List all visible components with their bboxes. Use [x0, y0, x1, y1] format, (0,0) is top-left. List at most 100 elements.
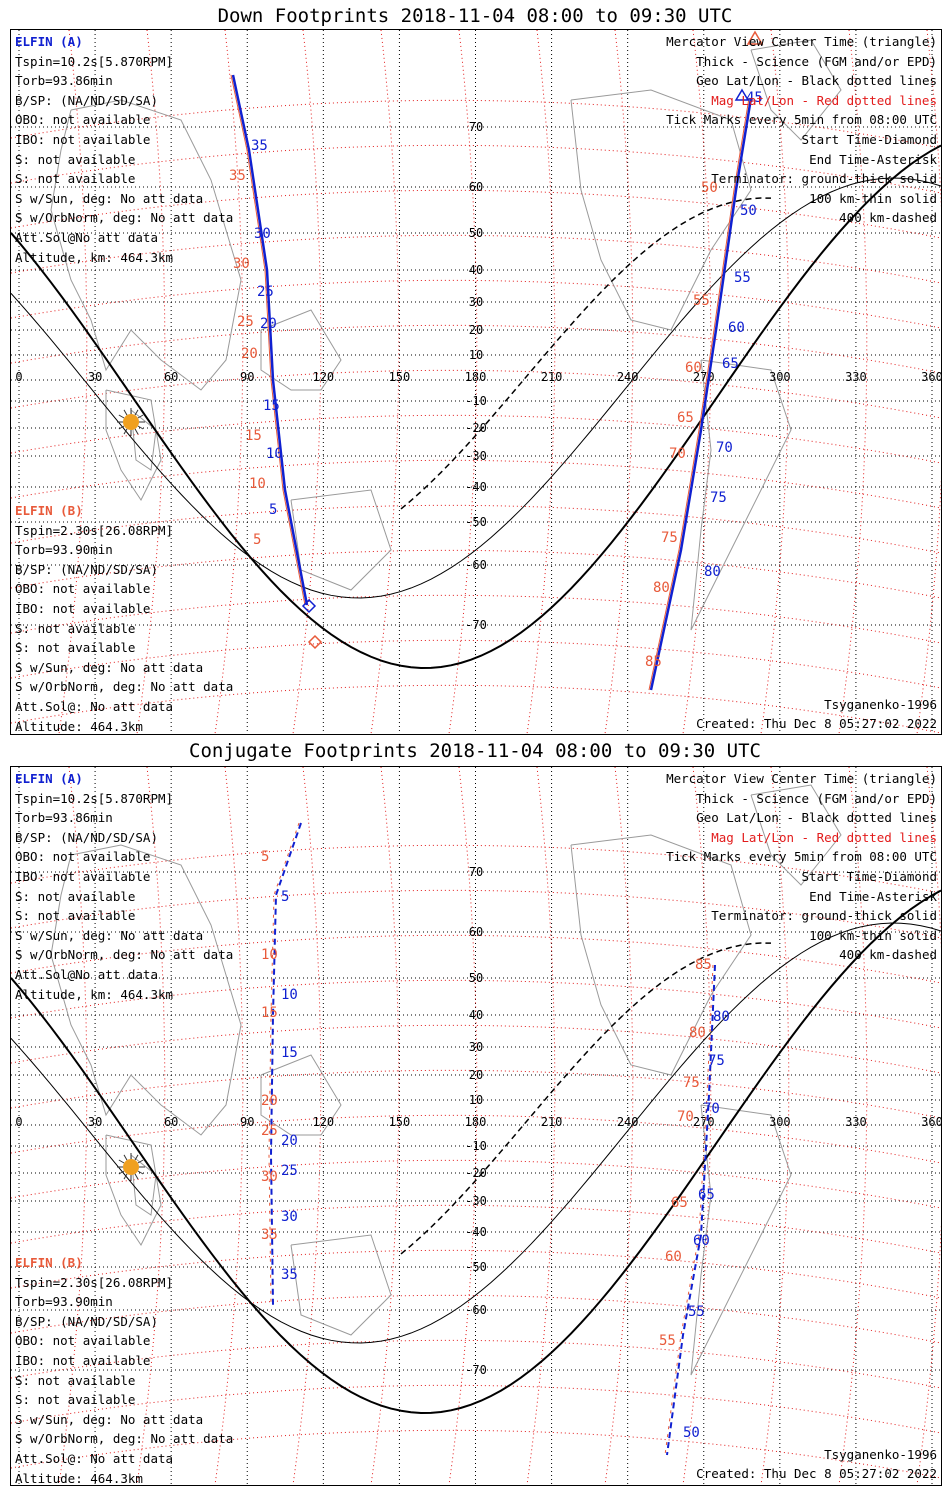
- elfin-a-tick-label: 5: [269, 502, 277, 518]
- elfin-a-tick-label: 70: [716, 440, 733, 456]
- mag-parallel: [11, 1114, 941, 1164]
- start-diamond-b: [307, 634, 323, 650]
- lat-tick-label: -40: [465, 480, 487, 494]
- elfin-a-tick-label: 70: [703, 1101, 720, 1117]
- terminator-400km: [400, 197, 772, 510]
- lat-tick-label: 60: [469, 925, 483, 939]
- coastline: [290, 1234, 392, 1336]
- lat-tick-label: 20: [469, 323, 483, 337]
- info-line: B/SP: (NA/ND/SD/SA): [15, 92, 158, 108]
- lon-tick-label: 300: [769, 1115, 791, 1129]
- info-line: S: not available: [15, 171, 136, 187]
- elfin-b-tick-label: 80: [689, 1025, 706, 1041]
- elfin-b-track-west: [230, 74, 306, 606]
- elfin-a-tick-label: 15: [263, 398, 280, 414]
- elfin-b-tick-label: 80: [653, 580, 670, 596]
- legend: Mercator View Center Time (triangle) Thi…: [666, 32, 937, 228]
- info-line: IBO: not available: [15, 600, 151, 616]
- elfin-a-tick-label: 75: [708, 1053, 725, 1069]
- mag-parallel: [11, 504, 941, 554]
- legend-line: 100 km-thin solid: [809, 927, 937, 943]
- mag-meridian: [214, 30, 244, 734]
- info-line: Torb=93.86min: [15, 73, 113, 89]
- lon-tick-label: 330: [845, 370, 867, 384]
- satellite-b-info: ELFIN (B) Tspin=2.30s[26.08RPM] Torb=93.…: [15, 501, 233, 734]
- terminator-ground: [11, 889, 941, 1414]
- lat-tick-label: -10: [465, 394, 487, 408]
- info-line: S w/Sun, deg: No att data: [15, 1411, 204, 1427]
- elfin-b-tick-label: 65: [677, 410, 694, 426]
- satellite-b-info: ELFIN (B) Tspin=2.30s[26.08RPM] Torb=93.…: [15, 1253, 233, 1485]
- created-label: Created: Thu Dec 8 05:27:02 2022: [696, 1466, 937, 1481]
- lat-tick-label: 60: [469, 180, 483, 194]
- satellite-b-name: ELFIN (B): [15, 1255, 83, 1270]
- info-line: OBO: not available: [15, 849, 151, 865]
- lon-tick-label: 90: [240, 370, 254, 384]
- lat-tick-label: -10: [465, 1139, 487, 1153]
- mag-meridian: [682, 30, 712, 734]
- lat-tick-label: 10: [469, 1093, 483, 1107]
- elfin-a-track-east: [649, 97, 753, 691]
- mag-parallel: [11, 1024, 941, 1074]
- lon-tick-label: 210: [541, 1115, 563, 1129]
- coastline: [130, 409, 157, 471]
- coastline: [105, 1134, 162, 1246]
- lat-tick-label: 30: [469, 1040, 483, 1054]
- elfin-a-tick-label: 5: [281, 889, 289, 905]
- info-line: B/SP: (NA/ND/SD/SA): [15, 1313, 158, 1329]
- lat-tick-label: 70: [469, 120, 483, 134]
- elfin-b-tick-label: 30: [261, 1169, 278, 1185]
- elfin-b-tick-label: 5: [253, 532, 261, 548]
- elfin-b-tick-label: 30: [233, 256, 250, 272]
- elfin-b-tick-label: 60: [685, 360, 702, 376]
- elfin-b-tick-label: 10: [261, 947, 278, 963]
- elfin-b-tick-label: 25: [237, 314, 254, 330]
- elfin-a-tick-label: 30: [281, 1209, 298, 1225]
- legend-line: Mag Lat/Lon - Red dotted lines: [711, 92, 937, 108]
- elfin-a-tick-label: 10: [281, 987, 298, 1003]
- sun-icon: [123, 1159, 139, 1175]
- mag-parallel: [11, 279, 941, 329]
- info-line: B/SP: (NA/ND/SD/SA): [15, 561, 158, 577]
- mag-parallel: [11, 1069, 941, 1119]
- elfin-a-tick-label: 75: [710, 490, 727, 506]
- mag-parallel: [11, 1294, 941, 1344]
- info-line: Tspin=10.2s[5.870RPM]: [15, 53, 174, 69]
- legend-line: Thick - Science (FGM and/or EPD): [696, 53, 937, 69]
- lon-tick-label: 120: [312, 1115, 334, 1129]
- mag-meridian: [136, 30, 166, 734]
- legend-line: Mag Lat/Lon - Red dotted lines: [711, 829, 937, 845]
- sun-ray: [118, 414, 125, 419]
- coastline: [690, 1104, 792, 1376]
- info-line: IBO: not available: [15, 131, 151, 147]
- coastline: [290, 489, 392, 591]
- info-line: S w/OrbNorm, deg: No att data: [15, 210, 234, 226]
- mag-meridian: [448, 30, 478, 734]
- lon-tick-label: 210: [541, 370, 563, 384]
- elfin-b-tick-label: 25: [261, 1123, 278, 1139]
- mag-parallel: [11, 639, 941, 689]
- lon-tick-label: 240: [617, 1115, 639, 1129]
- lon-tick-label: 360: [921, 370, 941, 384]
- elfin-b-tick-label: 85: [695, 957, 712, 973]
- info-line: S: not available: [15, 1392, 136, 1408]
- lat-tick-label: -30: [465, 1194, 487, 1208]
- model-label: Tsyganenko-1996: [824, 697, 937, 712]
- info-line: S w/Sun, deg: No att data: [15, 659, 204, 675]
- elfin-a-tick-label: 50: [683, 1425, 700, 1441]
- lon-tick-label: 90: [240, 1115, 254, 1129]
- model-label: Tsyganenko-1996: [824, 1447, 937, 1462]
- lon-tick-label: 360: [921, 1115, 941, 1129]
- sun-ray: [123, 428, 128, 435]
- coastline: [750, 39, 842, 141]
- elfin-b-track-east: [648, 97, 750, 691]
- info-line: S: not available: [15, 888, 136, 904]
- coastline: [105, 389, 162, 501]
- mag-parallel: [11, 369, 941, 419]
- elfin-a-tick-label: 45: [746, 90, 763, 106]
- elfin-b-tick-label: 55: [659, 1333, 676, 1349]
- mag-parallel: [11, 414, 941, 464]
- view-center-triangle: [734, 88, 750, 101]
- elfin-b-tick-label: 50: [701, 180, 718, 196]
- satellite-a-name: ELFIN (A): [15, 34, 83, 49]
